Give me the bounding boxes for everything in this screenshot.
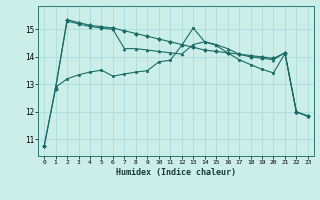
- X-axis label: Humidex (Indice chaleur): Humidex (Indice chaleur): [116, 168, 236, 177]
